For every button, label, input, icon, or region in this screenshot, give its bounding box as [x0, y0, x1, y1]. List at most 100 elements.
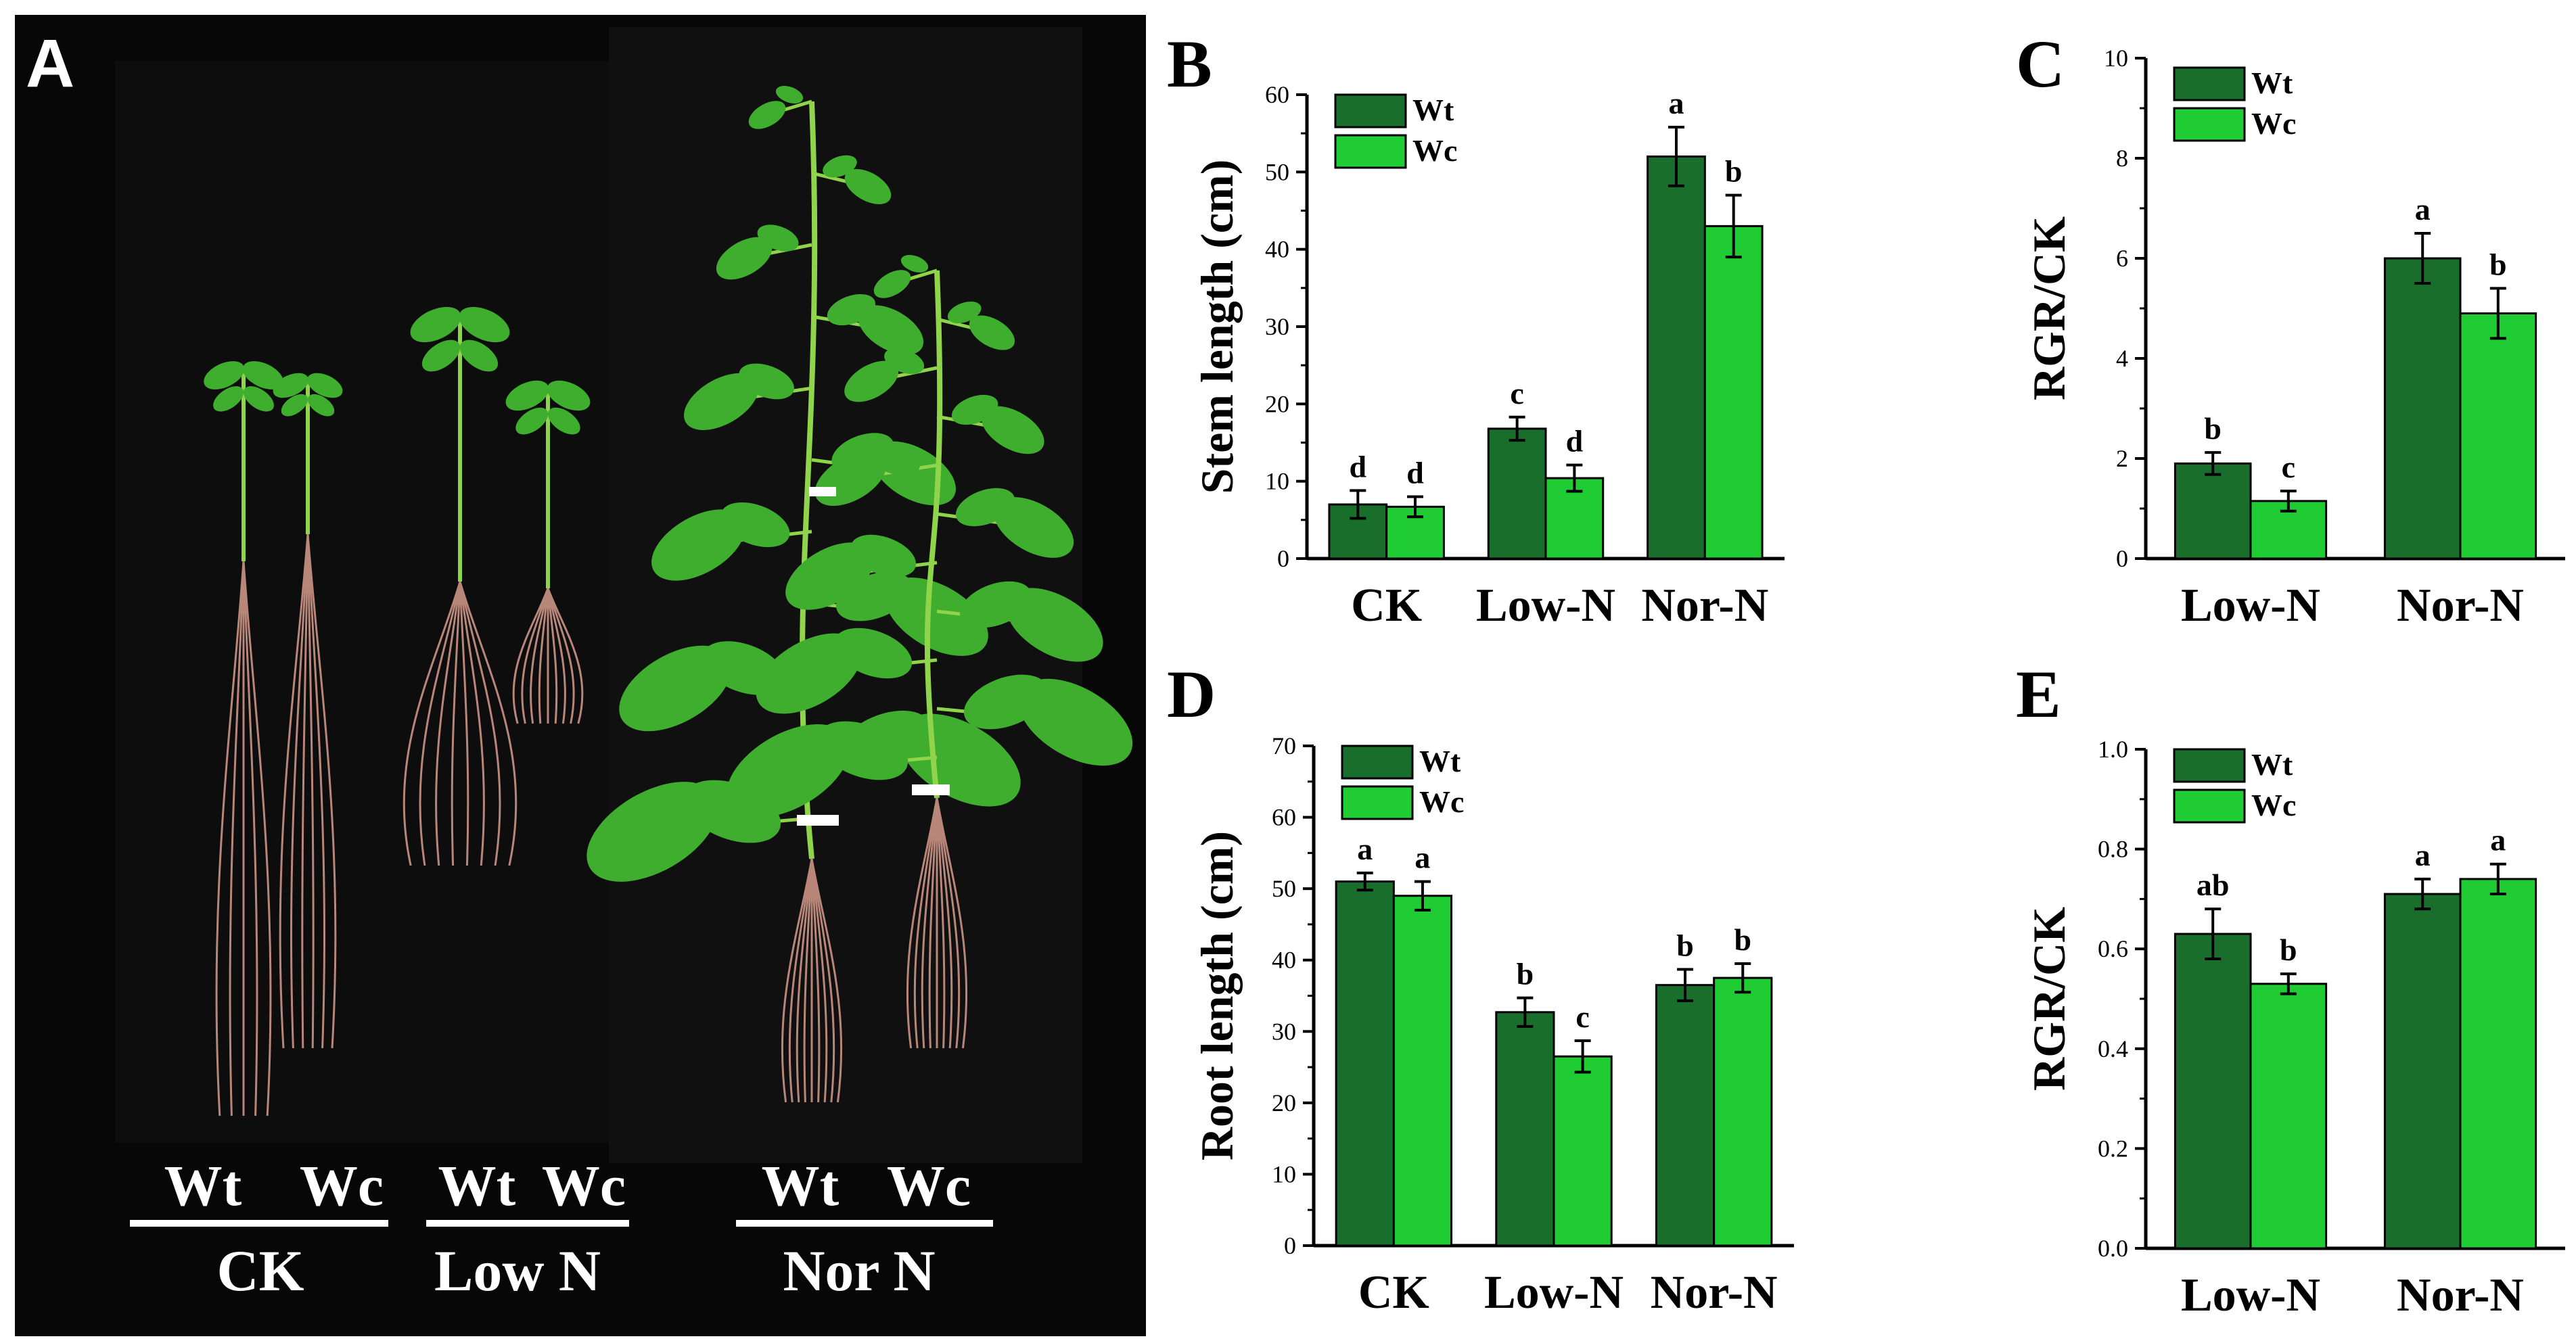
y-tick-label: 0: [2116, 545, 2128, 572]
significance-letter: b: [1676, 928, 1694, 962]
significance-letter: b: [1725, 154, 1743, 189]
y-tick-label: 2: [2116, 445, 2128, 472]
chart-stem-rgr: C 0 2 4 6 8 10 RGR/CK b c Low-N a b Nor-N Wt Wc: [2016, 26, 2565, 632]
x-tick-label: Nor-N: [1651, 1267, 1778, 1319]
root-strand: [810, 858, 821, 1103]
root-strand: [936, 797, 961, 1049]
leaf-shape: [459, 339, 499, 372]
y-axis-label: RGR/CK: [2023, 216, 2075, 400]
x-tick-label: Nor-N: [1641, 580, 1768, 632]
y-tick-label: 40: [1265, 236, 1289, 263]
x-tick-label: CK: [1358, 1267, 1429, 1319]
panel-label: B: [1167, 26, 1212, 101]
leaf-shape: [619, 645, 732, 732]
y-tick-label: 1.0: [2098, 736, 2128, 763]
x-tick-label: Low-N: [2181, 1269, 2320, 1321]
root-strand: [906, 797, 938, 1049]
leaf-shape: [281, 394, 308, 417]
root-strand: [921, 797, 938, 1049]
legend-label: Wc: [1412, 133, 1457, 168]
root-strand: [459, 581, 485, 866]
root-strand: [796, 858, 813, 1103]
leaf-shape: [993, 497, 1074, 558]
photo-panel: A Wt Wc CK Wt Wc Low N Wt Wc Nor N: [15, 15, 1146, 1336]
y-tick-label: 60: [1265, 81, 1289, 108]
root-strand: [419, 581, 461, 866]
leaf-shape: [421, 339, 461, 372]
y-tick-label: 30: [1272, 1018, 1296, 1045]
legend-swatch: [2173, 66, 2246, 101]
leaf-shape: [969, 315, 1015, 350]
root-strand: [229, 561, 245, 1116]
significance-letter: c: [1576, 999, 1589, 1034]
y-tick-label: 0.6: [2098, 935, 2128, 962]
white-tag: [797, 815, 839, 826]
root-strand: [459, 581, 518, 866]
bar: [1713, 976, 1773, 1247]
photo-backdrop-left: [115, 61, 616, 1143]
bar: [2459, 878, 2537, 1250]
y-tick-label: 0.2: [2098, 1135, 2128, 1162]
bar: [1552, 1055, 1613, 1247]
x-tick-label: Low-N: [2181, 580, 2320, 632]
root-strand: [215, 561, 245, 1116]
sample-label: Wt: [438, 1153, 516, 1218]
sample-label: Wt: [164, 1153, 242, 1218]
significance-letter: a: [2490, 823, 2506, 857]
stem-line: [924, 270, 943, 799]
significance-letter: d: [1566, 424, 1584, 458]
y-tick-label: 60: [1272, 804, 1296, 831]
leaf-shape: [833, 628, 913, 679]
legend-label: Wt: [1419, 744, 1461, 778]
group-label: CK: [217, 1238, 304, 1303]
bar: [2174, 933, 2252, 1250]
significance-letter: b: [2204, 411, 2222, 446]
leaf-shape: [775, 85, 804, 104]
bar: [1647, 155, 1706, 560]
sample-label: Wc: [887, 1153, 971, 1218]
y-tick-label: 30: [1265, 313, 1289, 340]
bar: [2249, 983, 2328, 1250]
white-tag: [912, 784, 950, 795]
leaf-shape: [963, 674, 1049, 730]
root-strand: [913, 797, 938, 1049]
significance-letter: b: [1517, 957, 1534, 991]
x-tick-label: Nor-N: [2397, 1269, 2524, 1321]
leaf-shape: [756, 633, 862, 714]
bar: [1495, 1011, 1555, 1247]
y-axis-label: Stem length (cm): [1191, 160, 1243, 494]
group-label: Nor N: [783, 1238, 935, 1303]
bar: [1655, 984, 1716, 1247]
leaf-shape: [727, 724, 850, 818]
group-underline: [426, 1220, 629, 1227]
group-labels: Wt Wc CK Wt Wc Low N Wt Wc Nor N: [130, 1153, 993, 1303]
leaf-shape: [683, 373, 759, 430]
y-tick-label: 0.8: [2098, 836, 2128, 863]
legend-label: Wc: [1419, 784, 1464, 819]
y-tick-label: 10: [1265, 468, 1289, 495]
significance-letter: b: [2280, 933, 2297, 967]
leaf-shape: [785, 542, 875, 610]
root-strand: [928, 797, 938, 1049]
x-tick-label: Low-N: [1484, 1267, 1624, 1319]
group-underline: [130, 1220, 388, 1227]
leaf-shape: [307, 394, 335, 417]
leaf-shape: [204, 361, 245, 390]
y-tick-label: 4: [2116, 345, 2128, 372]
bar: [1392, 895, 1453, 1247]
leaf-shape: [273, 373, 308, 398]
panel-label: D: [1167, 657, 1216, 732]
leaf-shape: [827, 293, 876, 326]
panel-label: E: [2016, 657, 2061, 732]
root-strand: [803, 858, 813, 1103]
leaf-shape: [716, 237, 773, 280]
chart-root-rgr: E 0.0 0.2 0.4 0.6 0.8 1.0 RGR/CK ab b Low-N a a Nor-N…: [2016, 657, 2565, 1321]
plant-illustrations: [204, 85, 1133, 1116]
y-tick-label: 8: [2116, 145, 2128, 172]
root-strand: [306, 534, 326, 1049]
significance-letter: d: [1406, 456, 1424, 490]
sample-label: Wc: [300, 1153, 384, 1218]
root-strand: [451, 581, 461, 866]
leaf-shape: [1018, 678, 1133, 766]
